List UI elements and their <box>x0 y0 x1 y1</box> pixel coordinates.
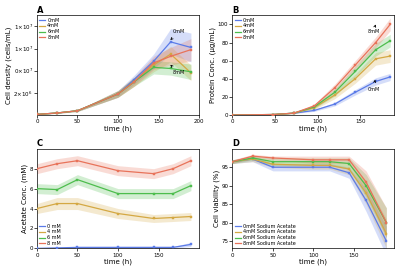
Text: 8mM: 8mM <box>171 65 185 75</box>
Y-axis label: Acetate Conc. (mM): Acetate Conc. (mM) <box>22 164 28 233</box>
Text: 0mM: 0mM <box>367 80 379 92</box>
X-axis label: time (h): time (h) <box>300 259 328 265</box>
Legend: 0 mM, 4 mM, 6 mM, 8 mM: 0 mM, 4 mM, 6 mM, 8 mM <box>39 224 61 246</box>
Legend: 0mM Sodium Acetate, 4mM Sodium Acetate, 6mM Sodium Acetate, 8mM Sodium Acetate: 0mM Sodium Acetate, 4mM Sodium Acetate, … <box>235 224 295 246</box>
Y-axis label: Cell density (cells/mL): Cell density (cells/mL) <box>6 27 12 104</box>
X-axis label: time (h): time (h) <box>104 259 132 265</box>
Text: C: C <box>37 139 43 148</box>
Text: 8mM: 8mM <box>367 25 379 34</box>
Text: B: B <box>232 6 239 15</box>
X-axis label: time (h): time (h) <box>300 125 328 132</box>
Legend: 0mM, 4mM, 6mM, 8mM: 0mM, 4mM, 6mM, 8mM <box>235 18 255 40</box>
Legend: 0mM, 4mM, 6mM, 8mM: 0mM, 4mM, 6mM, 8mM <box>39 18 60 40</box>
Y-axis label: Cell viability (%): Cell viability (%) <box>213 170 220 227</box>
Text: D: D <box>232 139 239 148</box>
X-axis label: time (h): time (h) <box>104 125 132 132</box>
Text: 0mM: 0mM <box>171 30 185 40</box>
Y-axis label: Protein Conc. (μg/mL): Protein Conc. (μg/mL) <box>210 27 216 103</box>
Text: A: A <box>37 6 44 15</box>
